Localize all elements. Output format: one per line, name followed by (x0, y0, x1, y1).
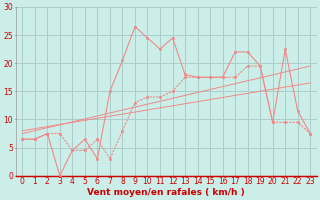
X-axis label: Vent moyen/en rafales ( km/h ): Vent moyen/en rafales ( km/h ) (87, 188, 245, 197)
